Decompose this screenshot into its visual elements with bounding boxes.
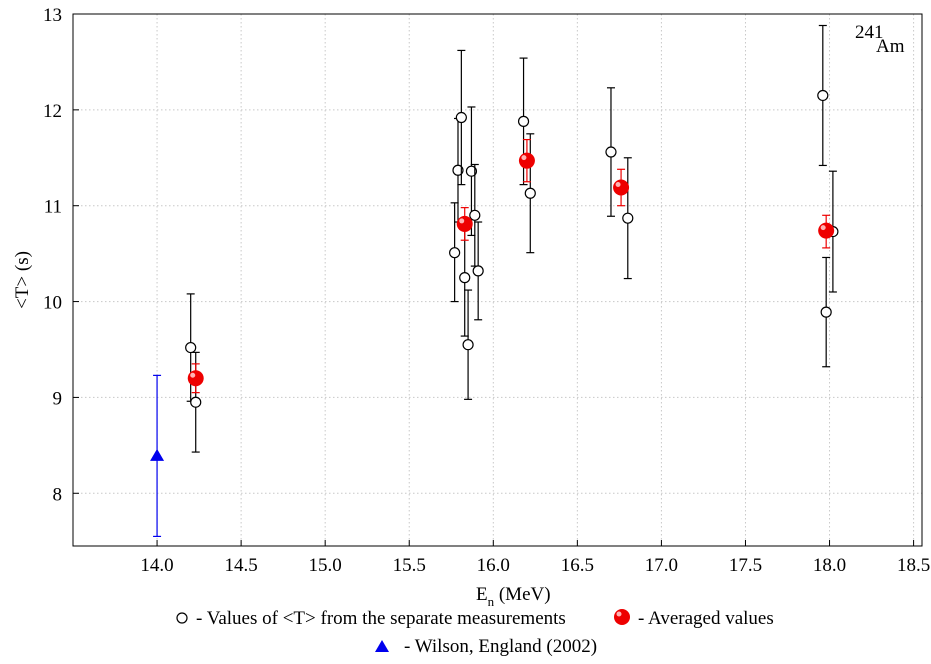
x-tick-label: 18.5	[897, 555, 930, 576]
legend-label-wilson: - Wilson, England (2002)	[404, 636, 597, 657]
data-point-measurement	[465, 165, 478, 177]
isotope-annotation: 241 Am	[855, 22, 905, 57]
data-point-measurement	[472, 265, 484, 277]
data-point-measurement	[190, 396, 202, 408]
data-point-wilson	[150, 448, 165, 461]
data-point-average	[818, 222, 835, 239]
data-point-measurement	[469, 209, 481, 221]
x-tick-label: 17.5	[729, 555, 762, 576]
y-tick-label: 8	[53, 484, 63, 505]
data-point-measurement	[517, 115, 530, 127]
legend-red-ball-icon	[614, 609, 630, 625]
y-axis-title: <T> (s)	[12, 251, 33, 309]
data-point-measurement	[622, 212, 634, 224]
data-point-average	[518, 152, 535, 169]
data-point-measurement	[817, 89, 829, 102]
isotope-mass-number: 241	[855, 22, 884, 43]
axis-ticks: 14.0 14.5 15.0 15.5 16.0 16.5 17.0 17.5 18.0 18.5…	[43, 5, 930, 576]
data-point-measurement	[449, 247, 461, 259]
x-tick-label: 14.0	[140, 555, 173, 576]
data-point-average	[187, 370, 204, 387]
y-tick-label: 10	[43, 293, 62, 314]
data-point-measurement	[455, 111, 467, 124]
y-tick-label: 13	[43, 5, 62, 26]
legend-blue-triangle-icon	[375, 640, 389, 652]
series-open-circle	[185, 24, 839, 453]
data-point-average	[613, 179, 630, 196]
data-point-measurement	[185, 341, 197, 354]
legend-label-averaged: - Averaged values	[638, 608, 774, 629]
data-point-measurement	[605, 146, 617, 158]
series-filled-triangle	[150, 374, 165, 538]
data-point-measurement	[452, 164, 464, 176]
x-tick-label: 16.5	[561, 555, 594, 576]
y-tick-label: 11	[44, 197, 62, 218]
grid	[73, 13, 922, 546]
data-point-measurement	[462, 339, 474, 351]
legend: - Values of <T> from the separate measur…	[176, 608, 774, 657]
x-tick-label: 16.0	[477, 555, 510, 576]
plot-frame	[72, 13, 923, 547]
data-series	[150, 24, 839, 538]
legend-label-measurements: - Values of <T> from the separate measur…	[196, 608, 566, 629]
isotope-symbol: Am	[876, 36, 905, 57]
x-tick-label: 17.0	[645, 555, 678, 576]
x-tick-label: 14.5	[224, 555, 257, 576]
y-tick-label: 12	[43, 101, 62, 122]
data-point-average	[456, 215, 473, 232]
data-point-measurement	[459, 272, 471, 284]
data-point-measurement	[820, 306, 832, 318]
x-tick-label: 18.0	[813, 555, 846, 576]
x-axis-title: En (MeV)	[476, 584, 551, 609]
x-tick-label: 15.5	[393, 555, 426, 576]
x-tick-label: 15.0	[309, 555, 342, 576]
data-point-measurement	[524, 187, 536, 199]
series-filled-circle	[187, 138, 835, 394]
legend-open-circle-icon	[176, 612, 188, 624]
y-tick-label: 9	[53, 388, 63, 409]
